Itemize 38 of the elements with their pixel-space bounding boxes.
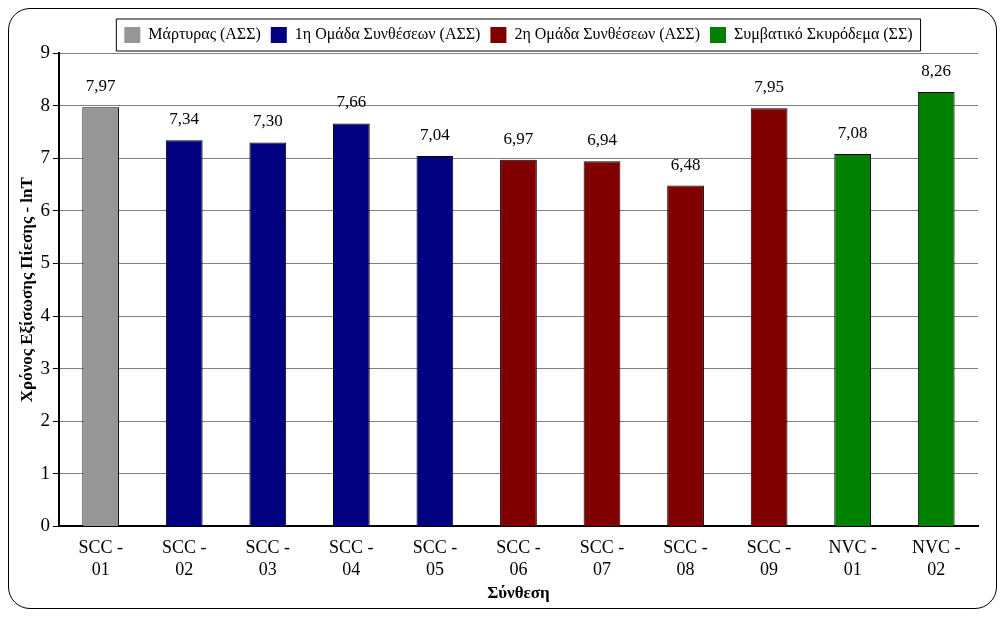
y-tick-label: 7 — [40, 146, 50, 168]
data-label: 7,34 — [169, 109, 200, 129]
x-tick-label: SCC - 05 — [412, 536, 458, 579]
legend-label: 2η Ομάδα Συνθέσεων (ΑΣΣ) — [514, 25, 701, 44]
y-tick-label: 0 — [40, 514, 50, 536]
x-tick-label: SCC - 08 — [663, 536, 708, 579]
data-label: 8,26 — [921, 60, 952, 80]
y-tick-label: 4 — [40, 303, 51, 325]
y-tick-label: 8 — [40, 93, 50, 115]
x-tick-label: NVC - 01 — [828, 536, 877, 579]
data-label: 7,66 — [336, 92, 367, 112]
data-label: 7,95 — [754, 77, 784, 97]
data-label: 6,48 — [670, 154, 701, 174]
data-label: 7,97 — [85, 76, 117, 96]
data-label: 7,04 — [420, 125, 451, 145]
y-tick-label: 5 — [40, 251, 50, 273]
legend-label: 1η Ομάδα Συνθέσεων (ΑΣΣ) — [294, 25, 481, 44]
data-label: 6,94 — [587, 130, 618, 150]
x-tick-label: SCC - 01 — [78, 536, 123, 579]
legend-label: Μάρτυρας (ΑΣΣ) — [148, 25, 261, 44]
x-tick-label: SCC - 09 — [746, 536, 792, 579]
x-tick-label: NVC - 02 — [911, 536, 961, 579]
y-tick-label: 9 — [40, 40, 50, 62]
x-tick-label: SCC - 04 — [329, 536, 374, 579]
y-axis-title: Χρόνος Εξίσωσης Πίεσης - lnT — [16, 176, 36, 403]
x-tick-label: SCC - 07 — [579, 536, 625, 579]
x-axis-title: Σύνθεση — [487, 583, 550, 603]
x-tick-label: SCC - 02 — [161, 536, 207, 579]
legend-label: Συμβατικό Σκυρόδεμα (ΣΣ) — [734, 25, 913, 44]
data-label: 7,30 — [252, 111, 283, 131]
y-tick-label: 1 — [40, 461, 50, 483]
y-tick-label: 3 — [40, 356, 50, 378]
data-label: 6,97 — [503, 128, 534, 148]
y-tick-label: 2 — [40, 409, 50, 431]
y-tick-label: 6 — [40, 198, 50, 220]
x-tick-label: SCC - 03 — [245, 536, 291, 579]
x-tick-label: SCC - 06 — [496, 536, 541, 579]
data-label: 7,08 — [837, 122, 868, 142]
